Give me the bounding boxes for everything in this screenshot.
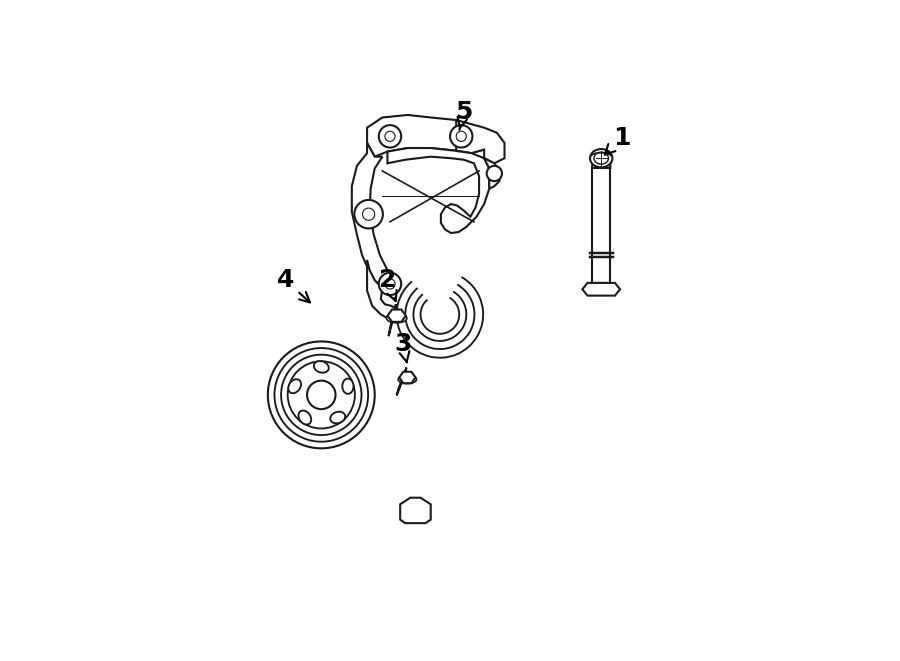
Circle shape — [385, 279, 395, 289]
Ellipse shape — [288, 379, 301, 393]
Text: 5: 5 — [455, 100, 472, 130]
Circle shape — [274, 348, 368, 442]
Ellipse shape — [594, 152, 608, 164]
Ellipse shape — [314, 361, 328, 373]
Polygon shape — [484, 158, 500, 189]
Polygon shape — [397, 368, 407, 395]
Ellipse shape — [590, 149, 612, 167]
Circle shape — [307, 381, 336, 409]
Circle shape — [288, 362, 355, 428]
Circle shape — [385, 132, 395, 141]
Circle shape — [268, 342, 374, 448]
Polygon shape — [400, 371, 416, 383]
Polygon shape — [389, 304, 396, 336]
Polygon shape — [388, 309, 406, 322]
Circle shape — [450, 125, 472, 147]
Circle shape — [379, 273, 401, 295]
Ellipse shape — [330, 412, 346, 423]
Polygon shape — [352, 143, 394, 291]
Circle shape — [355, 200, 382, 229]
Polygon shape — [387, 148, 490, 233]
Ellipse shape — [386, 314, 407, 323]
Circle shape — [456, 132, 466, 141]
Ellipse shape — [398, 375, 417, 383]
Polygon shape — [367, 115, 484, 157]
Text: 3: 3 — [394, 332, 411, 362]
Circle shape — [363, 208, 374, 220]
Circle shape — [281, 355, 362, 435]
Ellipse shape — [299, 410, 311, 424]
Text: 2: 2 — [379, 268, 397, 301]
Ellipse shape — [342, 379, 354, 394]
Circle shape — [379, 125, 401, 147]
Polygon shape — [456, 120, 505, 163]
Circle shape — [487, 166, 502, 181]
Text: 1: 1 — [605, 126, 630, 155]
Polygon shape — [367, 260, 400, 321]
Polygon shape — [400, 498, 431, 523]
Text: 4: 4 — [277, 268, 310, 302]
Polygon shape — [582, 283, 620, 295]
